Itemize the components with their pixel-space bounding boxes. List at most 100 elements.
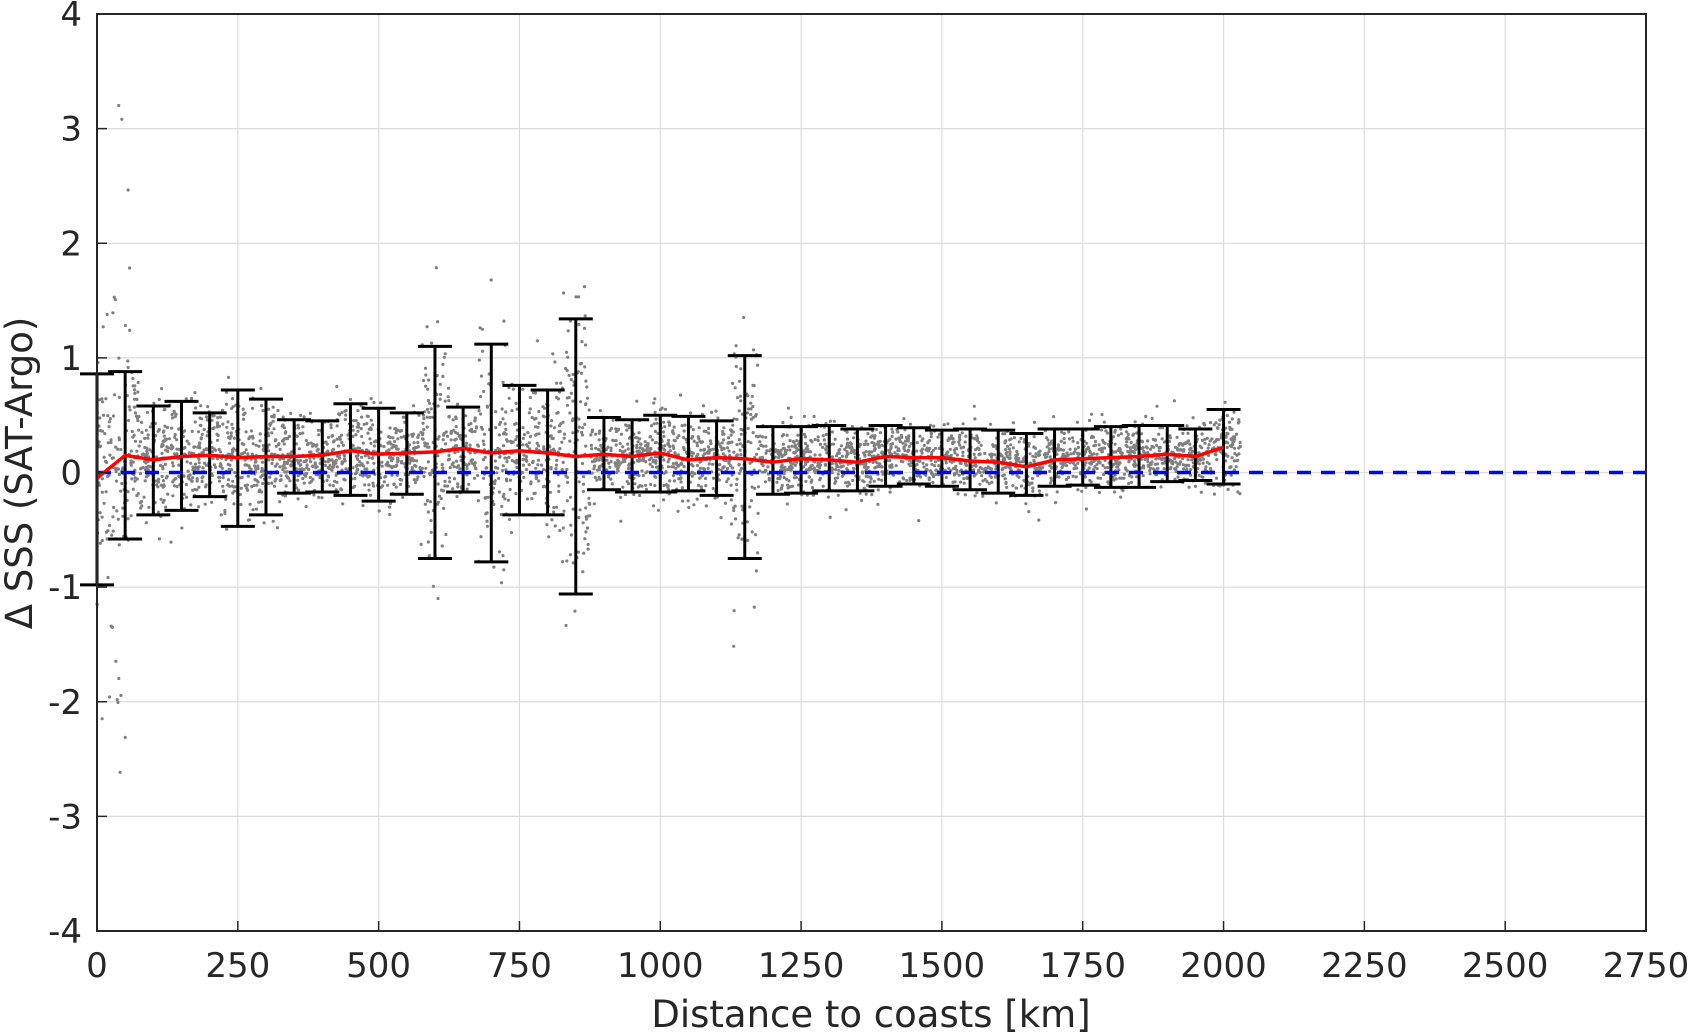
- scatter-point: [424, 466, 428, 470]
- scatter-point: [410, 466, 414, 470]
- x-axis-label: Distance to coasts [km]: [651, 993, 1090, 1035]
- scatter-point: [262, 521, 266, 525]
- scatter-point: [1235, 432, 1239, 436]
- scatter-point: [140, 430, 144, 435]
- scatter-point: [1102, 472, 1106, 477]
- scatter-point: [990, 452, 994, 456]
- scatter-point: [447, 414, 451, 418]
- scatter-point: [888, 459, 892, 463]
- scatter-point: [761, 464, 765, 468]
- scatter-point: [1076, 488, 1080, 492]
- scatter-point: [598, 456, 602, 460]
- scatter-point: [838, 447, 842, 452]
- scatter-point: [663, 444, 667, 448]
- scatter-point: [446, 386, 451, 390]
- scatter-point: [746, 538, 750, 543]
- scatter-point: [590, 471, 594, 475]
- scatter-point: [1236, 421, 1240, 425]
- scatter-point: [950, 460, 954, 464]
- scatter-point: [343, 418, 347, 422]
- scatter-point: [574, 295, 578, 299]
- scatter-point: [268, 422, 272, 426]
- scatter-point: [198, 416, 202, 420]
- scatter-point: [804, 479, 808, 483]
- scatter-point: [107, 420, 111, 424]
- scatter-point: [126, 419, 131, 423]
- scatter-point: [305, 463, 309, 467]
- scatter-point: [1146, 464, 1150, 468]
- scatter-point: [159, 497, 163, 501]
- scatter-point: [756, 511, 760, 515]
- scatter-point: [1181, 442, 1186, 446]
- scatter-point: [795, 439, 799, 443]
- scatter-point: [1001, 466, 1005, 470]
- scatter-point: [643, 440, 647, 444]
- scatter-point: [230, 484, 234, 488]
- scatter-point: [1097, 490, 1101, 495]
- scatter-point: [1034, 452, 1038, 456]
- scatter-point: [221, 489, 226, 493]
- scatter-point: [961, 422, 965, 426]
- scatter-point: [130, 429, 134, 434]
- axis-ticks: 0 250 500 750 1000 1250 1500 1750 2000 2250 2500 27…: [48, 0, 1689, 986]
- scatter-point: [845, 484, 850, 488]
- scatter-point: [1004, 452, 1008, 456]
- scatter-point: [365, 422, 369, 426]
- scatter-point: [872, 436, 877, 440]
- scatter-point: [146, 468, 150, 472]
- scatter-point: [907, 448, 911, 452]
- scatter-point: [835, 465, 839, 469]
- scatter-point: [963, 440, 967, 444]
- scatter-point: [868, 480, 872, 484]
- scatter-point: [1124, 467, 1128, 471]
- scatter-point: [981, 494, 985, 498]
- scatter-point: [270, 481, 274, 485]
- scatter-point: [100, 429, 104, 433]
- scatter-point: [117, 676, 121, 681]
- scatter-point: [781, 442, 786, 446]
- scatter-point: [621, 445, 625, 449]
- scatter-point: [1117, 446, 1121, 451]
- scatter-point: [366, 431, 370, 435]
- scatter-point: [300, 467, 304, 471]
- scatter-point: [573, 609, 577, 613]
- scatter-point: [578, 400, 583, 404]
- scatter-point: [708, 439, 713, 443]
- scatter-point: [111, 529, 115, 533]
- scatter-point: [586, 542, 590, 547]
- scatter-point: [1230, 417, 1234, 421]
- scatter-point: [1133, 420, 1137, 424]
- y-tick-label: -1: [48, 568, 82, 608]
- scatter-point: [944, 461, 948, 465]
- scatter-point: [873, 447, 877, 451]
- scatter-point: [617, 427, 621, 431]
- scatter-point: [100, 477, 104, 481]
- scatter-point: [166, 426, 170, 430]
- scatter-point: [869, 477, 873, 481]
- scatter-point: [508, 487, 512, 492]
- scatter-point: [316, 447, 320, 451]
- scatter-point: [660, 406, 664, 410]
- scatter-point: [270, 431, 274, 435]
- scatter-point: [514, 422, 518, 426]
- scatter-point: [1020, 460, 1024, 464]
- scatter-point: [584, 379, 588, 383]
- scatter-point: [467, 482, 471, 486]
- scatter-point: [790, 465, 794, 470]
- scatter-point: [632, 492, 636, 497]
- scatter-point: [132, 405, 136, 409]
- scatter-point: [1048, 455, 1052, 459]
- scatter-point: [1097, 448, 1101, 452]
- scatter-point: [1033, 455, 1038, 459]
- scatter-point: [965, 476, 970, 481]
- scatter-point: [759, 443, 763, 447]
- scatter-point: [458, 467, 462, 471]
- scatter-point: [143, 479, 147, 483]
- scatter-point: [534, 473, 538, 477]
- scatter-point: [425, 442, 429, 446]
- scatter-point: [932, 475, 936, 479]
- scatter-point: [112, 393, 117, 397]
- scatter-point: [802, 432, 807, 436]
- scatter-point: [140, 453, 144, 457]
- scatter-point: [114, 479, 119, 483]
